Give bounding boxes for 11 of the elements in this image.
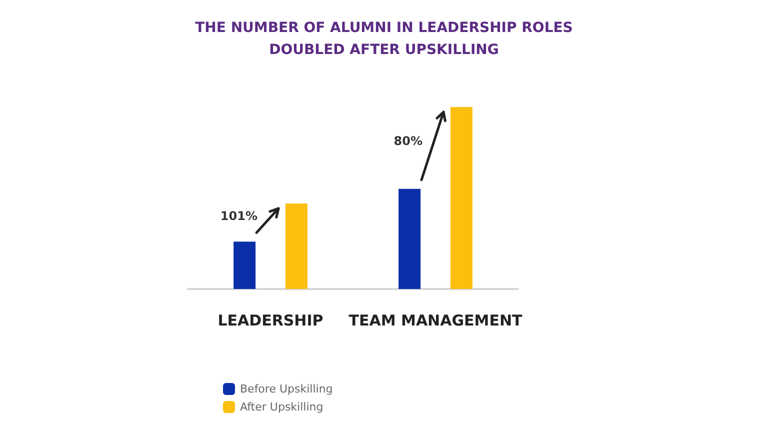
legend-label: Before Upskilling (240, 382, 333, 396)
bar (450, 107, 472, 289)
annotation: 80% (394, 134, 422, 148)
x-tick-label: TEAM MANAGEMENT (348, 312, 523, 330)
bar (285, 203, 308, 289)
bar (398, 188, 421, 289)
x-tick-label: LEADERSHIP (218, 312, 324, 330)
bar (234, 242, 256, 289)
chart-title: THE NUMBER OF ALUMNI IN LEADERSHIP ROLES DOUBLED AFTER UPSKILLING (195, 20, 573, 58)
annotation: 101% (220, 208, 258, 223)
legend-label: After Upskilling (240, 400, 324, 414)
